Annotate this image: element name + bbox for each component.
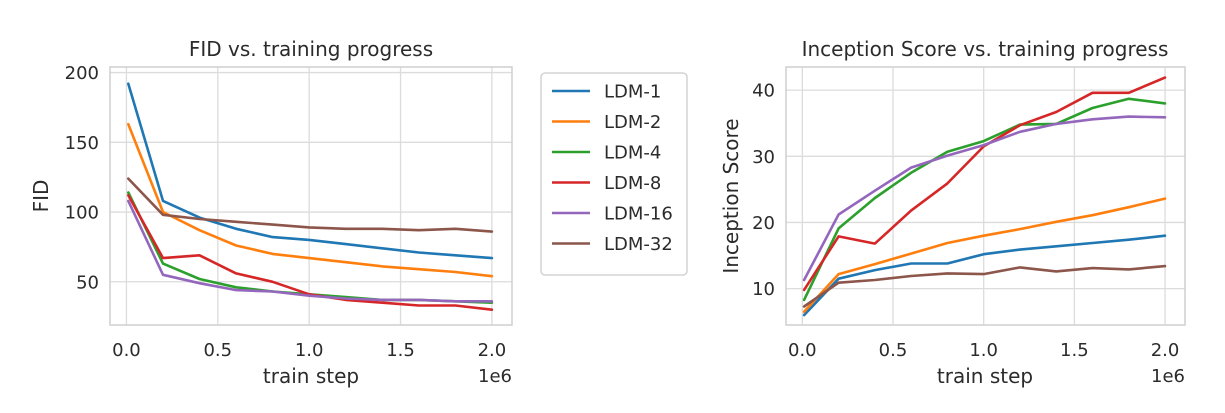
legend-label-ldm-2: LDM-2 [604, 112, 661, 133]
is-y-tick-label: 30 [752, 147, 775, 168]
fid-chart-title: FID vs. training progress [189, 37, 433, 61]
is-y-tick-label: 40 [752, 81, 775, 102]
legend: LDM-1 LDM-2 LDM-4 LDM-8 LDM-16 LDM-32 [540, 72, 688, 276]
is-series-line-ldm-2 [802, 197, 1167, 314]
fid-series-line-ldm-32 [127, 177, 494, 233]
is-y-tick-label: 10 [752, 279, 775, 300]
is-y-ticks: 10 20 30 40 [752, 81, 775, 300]
legend-items: LDM-1 LDM-2 LDM-4 LDM-8 LDM-16 LDM-32 [552, 82, 673, 255]
legend-label-ldm-16: LDM-16 [604, 204, 673, 225]
fid-x-axis-title: train step [263, 364, 359, 388]
is-chart-title: Inception Score vs. training progress [802, 37, 1169, 61]
is-x-tick-label: 1.5 [1060, 340, 1089, 361]
fid-y-axis-title: FID [29, 180, 53, 213]
is-x-tick-label: 0.0 [788, 340, 817, 361]
legend-box [540, 72, 688, 276]
fid-y-tick-label: 50 [76, 272, 99, 293]
is-x-tick-label: 0.5 [879, 340, 908, 361]
fid-chart-panel: FID vs. training progress 0.0 0.5 1.0 1.5 2.… [29, 37, 513, 388]
is-x-tick-label: 2.0 [1151, 340, 1180, 361]
is-x-axis-title: train step [937, 364, 1033, 388]
is-gridlines [786, 67, 1185, 325]
fid-series-line-ldm-16 [127, 199, 494, 303]
fid-series-group [127, 82, 494, 312]
fid-series-line-ldm-1 [127, 82, 494, 260]
is-series-line-ldm-1 [802, 234, 1167, 317]
fid-gridlines [110, 67, 512, 325]
fid-x-ticks: 0.0 0.5 1.0 1.5 2.0 [112, 340, 506, 361]
fid-y-tick-label: 100 [65, 203, 99, 224]
is-series-line-ldm-32 [802, 264, 1167, 308]
is-x-ticks: 0.0 0.5 1.0 1.5 2.0 [788, 340, 1179, 361]
legend-label-ldm-8: LDM-8 [604, 173, 661, 194]
is-series-line-ldm-8 [802, 76, 1167, 292]
legend-label-ldm-4: LDM-4 [604, 143, 661, 164]
fid-x-tick-label: 2.0 [478, 340, 507, 361]
is-y-axis-title: Inception Score [719, 118, 743, 273]
fid-x-tick-label: 0.0 [112, 340, 141, 361]
fid-x-offset-label: 1e6 [478, 366, 512, 387]
is-series-line-ldm-4 [802, 97, 1167, 302]
is-series-group [802, 76, 1167, 317]
is-plot-frame [785, 66, 1186, 326]
fid-x-tick-label: 1.5 [386, 340, 415, 361]
fid-series-line-ldm-8 [127, 194, 494, 312]
is-x-offset-label: 1e6 [1151, 366, 1185, 387]
fid-y-tick-label: 150 [65, 133, 99, 154]
fid-series-line-ldm-2 [127, 122, 494, 278]
fid-x-tick-label: 1.0 [295, 340, 324, 361]
fid-y-ticks: 50 100 150 200 [65, 63, 99, 293]
is-y-tick-label: 20 [752, 213, 775, 234]
fid-x-tick-label: 0.5 [203, 340, 232, 361]
legend-label-ldm-1: LDM-1 [604, 82, 661, 103]
fid-plot-frame [109, 66, 513, 326]
is-x-tick-label: 1.0 [969, 340, 998, 361]
fid-y-tick-label: 200 [65, 63, 99, 84]
is-series-line-ldm-16 [802, 115, 1167, 282]
is-chart-panel: Inception Score vs. training progress 0.… [719, 37, 1186, 388]
legend-label-ldm-32: LDM-32 [604, 234, 673, 255]
